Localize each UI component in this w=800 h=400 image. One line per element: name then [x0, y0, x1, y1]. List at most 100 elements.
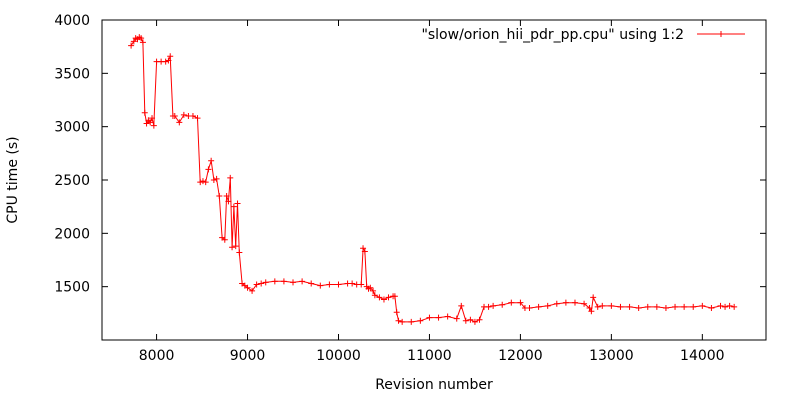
legend: "slow/orion_hii_pdr_pp.cpu" using 1:2	[421, 27, 745, 43]
data-point	[213, 175, 220, 182]
data-point	[717, 302, 724, 309]
data-point	[544, 302, 551, 309]
series-markers	[128, 34, 738, 325]
data-point	[189, 113, 196, 119]
data-point	[594, 303, 601, 310]
x-axis: 8000 9000 10000 11000 12000 13000 14000	[139, 20, 725, 364]
series-line	[130, 36, 735, 323]
data-point	[562, 299, 569, 306]
data-point	[176, 119, 183, 126]
data-point	[227, 174, 234, 181]
data-point	[162, 58, 169, 65]
x-tick-label: 13000	[589, 348, 634, 364]
data-point	[617, 303, 624, 310]
plot-frame	[101, 19, 767, 341]
data-point	[335, 281, 342, 288]
data-point	[244, 284, 251, 291]
data-point	[391, 293, 398, 300]
data-point	[253, 281, 260, 288]
data-point	[535, 303, 542, 310]
y-tick-label: 1500	[54, 280, 90, 296]
data-point	[681, 303, 688, 310]
data-point	[395, 317, 402, 324]
data-point	[280, 278, 287, 285]
data-point	[626, 303, 633, 310]
data-point	[230, 203, 237, 210]
data-point	[143, 120, 150, 127]
plot-border	[101, 19, 767, 341]
data-point	[426, 314, 433, 321]
data-point	[672, 303, 679, 310]
data-point	[358, 281, 365, 288]
data-point	[197, 179, 204, 186]
data-point	[223, 193, 230, 199]
data-point	[194, 115, 201, 122]
data-point	[141, 109, 148, 116]
data-point	[453, 315, 460, 322]
data-point	[308, 280, 315, 287]
data-point	[202, 179, 209, 186]
data-point	[635, 305, 642, 311]
data-point	[517, 299, 524, 306]
data-point	[205, 166, 212, 173]
data-point	[393, 309, 400, 316]
y-tick-label: 3500	[54, 66, 90, 82]
data-point	[590, 294, 597, 301]
data-point	[371, 292, 378, 299]
data-point	[167, 53, 174, 60]
data-point	[599, 302, 606, 309]
data-point	[376, 294, 383, 301]
series-layer	[128, 34, 738, 325]
data-point	[299, 278, 306, 285]
y-axis-title: CPU time (s)	[5, 136, 21, 223]
y-tick-label: 2500	[54, 173, 90, 189]
data-point	[221, 236, 228, 243]
data-point	[435, 314, 442, 321]
data-point	[399, 318, 406, 325]
data-point	[130, 38, 137, 45]
y-tick-label: 2000	[54, 226, 90, 242]
data-point	[199, 178, 206, 185]
legend-marker-sample	[718, 31, 724, 37]
data-point	[208, 157, 215, 164]
data-point	[458, 302, 465, 309]
data-point	[380, 296, 387, 303]
y-tick-label: 3000	[54, 120, 90, 136]
data-point	[165, 57, 172, 64]
data-point	[471, 318, 478, 325]
x-tick-label: 8000	[139, 348, 175, 364]
data-point	[349, 280, 356, 287]
data-point	[370, 287, 377, 294]
data-point	[210, 177, 217, 183]
data-point	[149, 115, 156, 122]
data-point	[553, 300, 560, 307]
x-tick-label: 9000	[230, 348, 266, 364]
data-point	[499, 301, 506, 308]
data-point	[232, 243, 239, 250]
data-point	[467, 316, 474, 323]
data-point	[588, 308, 595, 315]
x-tick-label: 12000	[498, 348, 543, 364]
data-point	[408, 318, 415, 325]
data-point	[690, 303, 697, 310]
data-point	[317, 282, 324, 289]
data-point	[708, 305, 715, 311]
data-point	[249, 287, 256, 294]
data-point	[234, 200, 241, 207]
x-tick-label: 11000	[407, 348, 452, 364]
data-point	[138, 35, 145, 42]
x-axis-title: Revision number	[375, 377, 493, 393]
data-point	[417, 317, 424, 324]
data-point	[225, 198, 232, 205]
data-point	[290, 279, 297, 286]
data-point	[171, 113, 178, 119]
data-point	[571, 299, 578, 306]
data-point	[216, 193, 223, 199]
data-point	[608, 302, 615, 309]
data-point	[150, 122, 157, 129]
x-tick-label: 10000	[316, 348, 361, 364]
data-point	[526, 305, 533, 311]
data-point	[586, 305, 593, 311]
x-tick-label: 14000	[680, 348, 725, 364]
